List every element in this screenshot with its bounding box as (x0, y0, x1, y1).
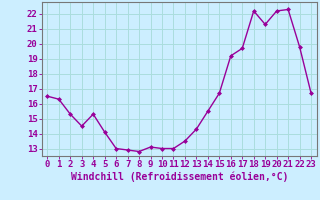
X-axis label: Windchill (Refroidissement éolien,°C): Windchill (Refroidissement éolien,°C) (70, 172, 288, 182)
